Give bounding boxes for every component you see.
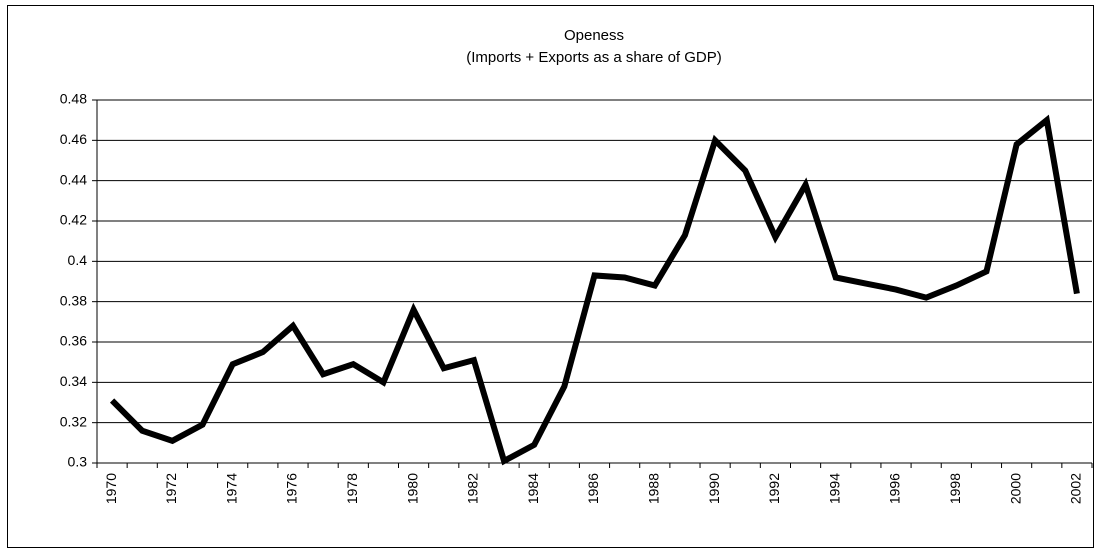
x-tick-label: 1994 bbox=[826, 473, 842, 504]
y-tick-label: 0.38 bbox=[60, 292, 87, 308]
x-tick-label: 1972 bbox=[163, 473, 179, 504]
chart-subtitle: (Imports + Exports as a share of GDP) bbox=[466, 49, 722, 66]
y-tick-label: 0.4 bbox=[68, 252, 88, 268]
y-tick-label: 0.3 bbox=[68, 454, 88, 470]
x-tick-label: 1984 bbox=[525, 473, 541, 504]
y-tick-label: 0.32 bbox=[60, 413, 87, 429]
x-tick-label: 1980 bbox=[404, 473, 420, 504]
x-tick-label: 1982 bbox=[465, 473, 481, 504]
x-tick-label: 1978 bbox=[344, 473, 360, 504]
x-tick-label: 1996 bbox=[887, 473, 903, 504]
y-tick-label: 0.36 bbox=[60, 333, 87, 349]
x-tick-label: 1986 bbox=[585, 473, 601, 504]
x-tick-label: 1992 bbox=[766, 473, 782, 504]
x-tick-label: 1976 bbox=[284, 473, 300, 504]
y-tick-label: 0.46 bbox=[60, 131, 87, 147]
data-line bbox=[109, 114, 1080, 466]
chart-title: Openess bbox=[564, 27, 624, 44]
chart-border bbox=[7, 5, 1094, 548]
x-tick-label: 1974 bbox=[223, 473, 239, 504]
y-tick-label: 0.42 bbox=[60, 212, 87, 228]
x-tick-label: 1970 bbox=[103, 473, 119, 504]
x-tick-label: 2000 bbox=[1007, 473, 1023, 504]
x-tick-label: 1998 bbox=[947, 473, 963, 504]
y-tick-label: 0.44 bbox=[60, 171, 87, 187]
y-tick-label: 0.34 bbox=[60, 373, 87, 389]
x-tick-label: 1990 bbox=[706, 473, 722, 504]
x-tick-label: 2002 bbox=[1068, 473, 1084, 504]
x-tick-label: 1988 bbox=[646, 473, 662, 504]
y-tick-label: 0.48 bbox=[60, 91, 87, 107]
